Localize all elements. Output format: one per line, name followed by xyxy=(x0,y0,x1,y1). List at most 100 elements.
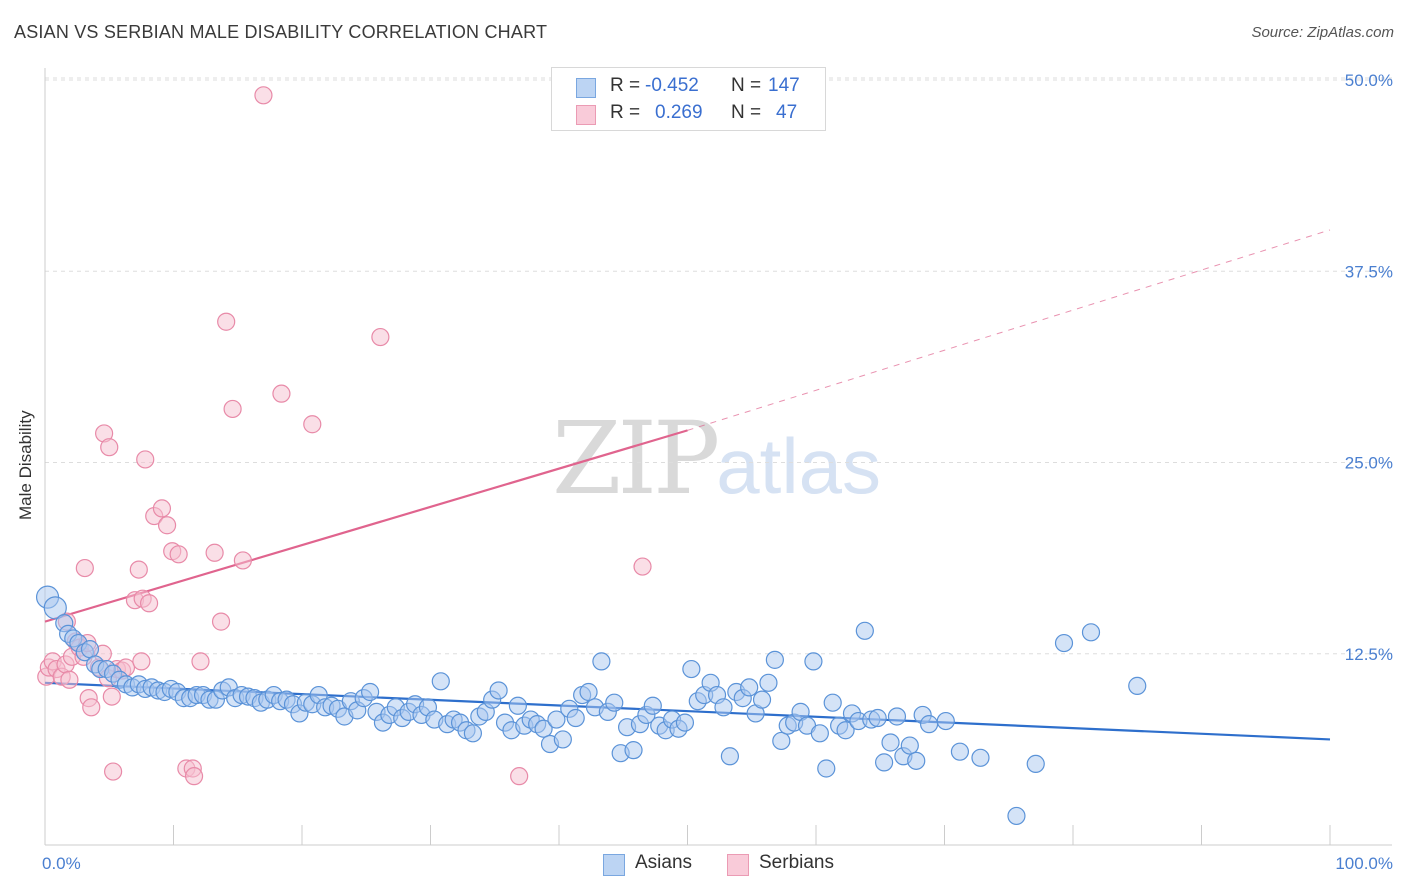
x-tick-label: 0.0% xyxy=(42,854,81,873)
asian-point xyxy=(643,696,662,715)
asians-legend-label: Asians xyxy=(635,852,693,873)
serbian-trend-line xyxy=(44,429,688,623)
legend-r-value: 0.269 xyxy=(655,102,703,123)
axes xyxy=(44,68,1392,846)
asian-point xyxy=(361,682,380,702)
asian-point xyxy=(907,751,926,770)
asians-legend-swatch xyxy=(603,854,625,876)
watermark-atlas: atlas xyxy=(716,422,882,510)
asian-point xyxy=(579,682,598,702)
asian-point xyxy=(823,693,842,712)
serbian-point xyxy=(272,384,291,403)
asian-point xyxy=(431,672,450,691)
serbian-point xyxy=(254,86,273,105)
serbians-legend-swatch xyxy=(727,854,749,876)
serbian-point xyxy=(371,327,390,347)
asian-point xyxy=(714,698,733,717)
legend-r-key: R = xyxy=(610,75,641,96)
asian-point xyxy=(624,741,643,760)
x-tick-label: 100.0% xyxy=(1335,854,1393,873)
asian-point xyxy=(887,707,907,726)
asian-point xyxy=(553,730,572,749)
serbian-point xyxy=(184,767,204,786)
asian-point xyxy=(1054,633,1074,653)
asian-point xyxy=(547,710,566,729)
asian-swatch xyxy=(576,78,596,98)
asian-point xyxy=(810,724,829,743)
serbian-point xyxy=(217,312,236,331)
legend-n-key: N = xyxy=(731,75,762,96)
legend-n-value: 47 xyxy=(776,102,798,123)
asian-point xyxy=(43,596,67,620)
tick-labels: 12.5% 25.0% 37.5% 50.0% 0.0% 100.0% xyxy=(42,71,1393,873)
serbian-point xyxy=(60,670,79,689)
serbian-point xyxy=(132,652,151,671)
asian-point xyxy=(80,640,100,659)
legend-n-key: N = xyxy=(731,102,762,123)
serbian-point xyxy=(303,415,322,434)
asian-point xyxy=(765,650,784,669)
serbian-point xyxy=(104,762,123,781)
asian-point xyxy=(1026,754,1045,774)
watermark: ZIPatlas xyxy=(552,400,881,517)
asian-point xyxy=(720,747,740,766)
asian-point xyxy=(592,652,611,671)
serbian-point xyxy=(136,450,155,469)
serbian-point xyxy=(102,687,121,706)
chart-title: ASIAN VS SERBIAN MALE DISABILITY CORRELA… xyxy=(14,22,548,42)
serbians-legend-label: Serbians xyxy=(759,852,834,873)
asian-point xyxy=(1128,676,1147,695)
asian-point xyxy=(752,690,772,709)
asian-point xyxy=(836,721,855,740)
y-tick-label: 50.0% xyxy=(1345,71,1393,90)
asian-point xyxy=(534,719,553,738)
serbian-point xyxy=(633,557,652,576)
asian-point xyxy=(675,713,695,732)
serbian-point xyxy=(205,543,224,562)
asian-point xyxy=(1081,623,1101,642)
serbian-point xyxy=(510,767,529,786)
serbian-point xyxy=(169,545,188,564)
correlation-legend: R = -0.452 N = 147 R = 0.269 N = 47 xyxy=(551,67,826,131)
asian-point xyxy=(855,621,874,640)
asian-point xyxy=(971,748,990,767)
watermark-zip: ZIP xyxy=(552,400,720,517)
legend-r-value: -0.452 xyxy=(645,75,699,96)
y-tick-label: 12.5% xyxy=(1345,645,1393,664)
asian-point xyxy=(881,733,900,752)
asian-point xyxy=(682,659,701,679)
asian-point xyxy=(900,736,919,755)
legend-r-key: R = xyxy=(610,102,641,123)
asian-point xyxy=(605,693,624,712)
y-tick-label: 25.0% xyxy=(1345,454,1393,473)
serbian-point xyxy=(191,652,210,671)
asian-point xyxy=(489,681,508,700)
serbian-point xyxy=(157,516,177,535)
asian-point xyxy=(463,724,483,743)
legend-n-value: 147 xyxy=(768,75,800,96)
serbian-trend-extension xyxy=(687,229,1331,431)
asian-point xyxy=(759,673,778,692)
asian-point xyxy=(919,715,939,734)
serbian-point xyxy=(139,594,159,613)
serbian-point xyxy=(100,438,119,457)
asian-point xyxy=(508,696,527,715)
asian-point xyxy=(1007,806,1026,826)
asian-point xyxy=(950,742,970,761)
asian-point xyxy=(772,731,791,751)
serbian-point xyxy=(233,551,252,570)
asian-point xyxy=(817,759,836,778)
serbian-point xyxy=(129,560,148,579)
serbian-point xyxy=(152,499,172,518)
serbian-point xyxy=(82,698,101,717)
serbian-point xyxy=(223,399,242,419)
serbian-point xyxy=(211,612,231,631)
serbian-swatch xyxy=(576,105,596,125)
asian-point xyxy=(566,708,585,728)
asian-point xyxy=(804,652,823,671)
asian-point xyxy=(875,753,894,772)
source-label: Source: ZipAtlas.com xyxy=(1251,24,1394,41)
serbian-point xyxy=(75,558,94,578)
asian-point xyxy=(936,711,955,731)
